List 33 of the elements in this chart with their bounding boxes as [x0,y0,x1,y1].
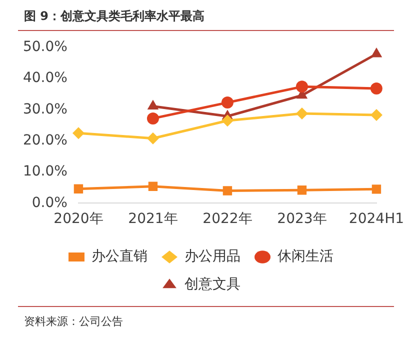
point [370,47,382,58]
y-tick-label: 40.0% [22,70,68,86]
y-tick-label: 20.0% [22,132,68,149]
legend-label: 创意文具 [184,276,240,293]
y-tick-label: 0.0% [32,194,68,211]
point [296,80,308,93]
legend-label: 办公用品 [184,248,240,265]
point [74,184,84,194]
legend-label: 休闲生活 [278,248,334,265]
legend-label: 办公直销 [92,248,148,265]
point [221,114,234,127]
point [221,96,234,109]
point [370,109,382,122]
x-tick-label: 2023年 [277,211,327,228]
x-tick-label: 2020年 [54,211,104,228]
point [72,127,84,140]
point [372,184,382,194]
y-tick-label: 10.0% [22,164,68,180]
y-tick-label: 50.0% [22,39,68,56]
point [146,112,159,124]
point [147,100,159,110]
x-tick-label: 2022年 [202,211,252,228]
point [370,82,382,95]
point [146,132,159,144]
point [222,186,232,196]
point [296,107,308,120]
y-tick-label: 30.0% [22,101,68,118]
text: 资料来源：公司公告 [24,314,123,329]
chart-title: 图 9：创意文具类毛利率水平最高 [24,8,205,25]
x-tick-label: 2021年 [128,211,178,228]
x-tick-label: 2024H1 [348,211,404,228]
point [148,182,158,191]
point [297,186,307,195]
